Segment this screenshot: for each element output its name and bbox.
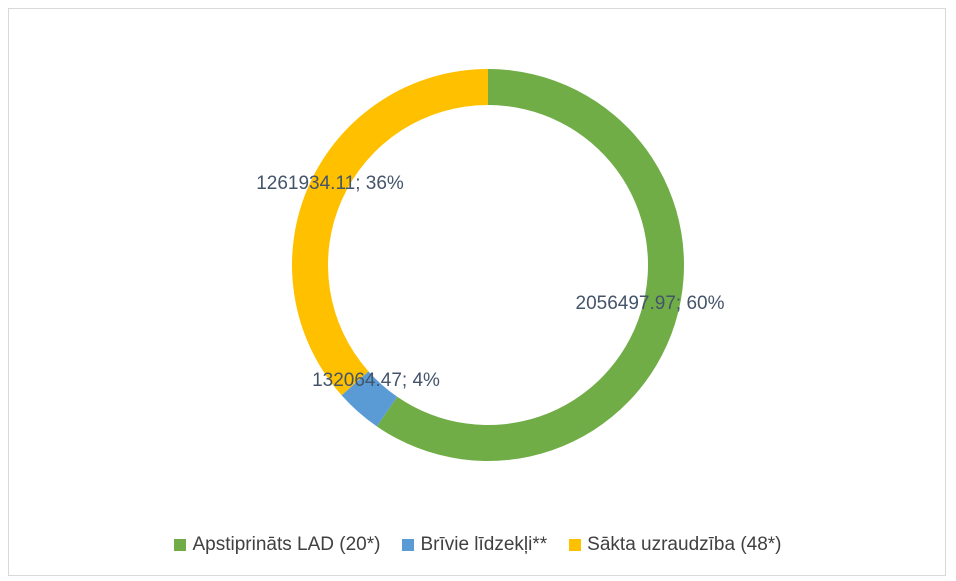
chart-frame bbox=[8, 8, 946, 576]
legend-label: Sākta uzraudzība (48*) bbox=[587, 534, 782, 555]
legend-item: Brīvie līdzekļi** bbox=[402, 534, 547, 556]
legend-swatch bbox=[569, 539, 582, 551]
legend-item: Sākta uzraudzība (48*) bbox=[569, 534, 782, 556]
legend: Apstiprināts LAD (20*) Brīvie līdzekļi** S… bbox=[0, 534, 956, 556]
legend-swatch bbox=[174, 539, 187, 551]
data-label: 2056497.97; 60% bbox=[575, 293, 725, 314]
data-label: 132064.47; 4% bbox=[312, 370, 440, 391]
data-label: 1261934.11; 36% bbox=[256, 173, 404, 194]
legend-swatch bbox=[402, 539, 415, 551]
legend-label: Brīvie līdzekļi** bbox=[420, 534, 548, 555]
donut-segment bbox=[291, 69, 488, 396]
legend-label: Apstiprināts LAD (20*) bbox=[192, 534, 381, 555]
legend-item: Apstiprināts LAD (20*) bbox=[174, 534, 380, 556]
donut-segment bbox=[376, 69, 684, 462]
donut-segment bbox=[341, 371, 398, 427]
